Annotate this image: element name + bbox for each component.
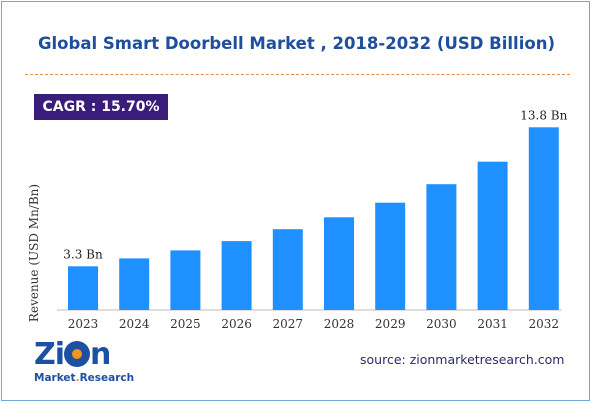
source-text: source: zionmarketresearch.com (360, 352, 565, 367)
logo-sub-dot: . (75, 372, 80, 384)
bar-2032 (528, 127, 559, 310)
logo-o-icon (64, 341, 91, 367)
logo-wordmark: Zi n (34, 337, 111, 372)
bar-2026 (221, 241, 252, 310)
data-label-2023: 3.3 Bn (63, 247, 103, 261)
x-tick-2027: 2027 (273, 317, 304, 331)
chart-title: Global Smart Doorbell Market , 2018-2032… (37, 34, 555, 53)
x-tick-2032: 2032 (529, 317, 560, 331)
x-tick-labels: 2023 2024 2025 2026 2027 2028 2029 2030 2031 2032 (68, 317, 559, 331)
x-tick-2031: 2031 (477, 317, 508, 331)
bar-2029 (375, 202, 406, 310)
x-tick-2025: 2025 (170, 317, 201, 331)
bar-2028 (324, 217, 354, 310)
data-labels: 3.3 Bn 13.8 Bn (63, 108, 567, 261)
data-label-2032: 13.8 Bn (520, 108, 567, 122)
x-tick-2030: 2030 (426, 317, 457, 331)
x-tick-2028: 2028 (324, 317, 355, 331)
logo-text-b: n (90, 337, 111, 372)
bar-2025 (170, 250, 201, 310)
logo-sub-a: Market (34, 372, 76, 384)
bar-2030 (426, 184, 457, 310)
bar-2031 (477, 161, 508, 310)
logo-text-a: Zi (34, 337, 65, 372)
bar-2027 (272, 229, 303, 310)
cagr-badge: CAGR : 15.70% (34, 94, 168, 120)
x-tick-2029: 2029 (375, 317, 406, 331)
title-divider (25, 74, 570, 75)
x-tick-2026: 2026 (221, 317, 252, 331)
x-tick-2023: 2023 (68, 317, 99, 331)
logo-subtext: Market.Research (34, 372, 134, 384)
bar-2023 (68, 266, 98, 310)
bars-group (68, 127, 559, 310)
zion-logo: Zi n Market.Research (34, 337, 134, 390)
y-axis-label: Revenue (USD Mn/Bn) (27, 184, 41, 322)
logo-sub-b: Research (79, 372, 135, 384)
bar-2024 (119, 258, 150, 310)
x-tick-2024: 2024 (119, 317, 150, 331)
